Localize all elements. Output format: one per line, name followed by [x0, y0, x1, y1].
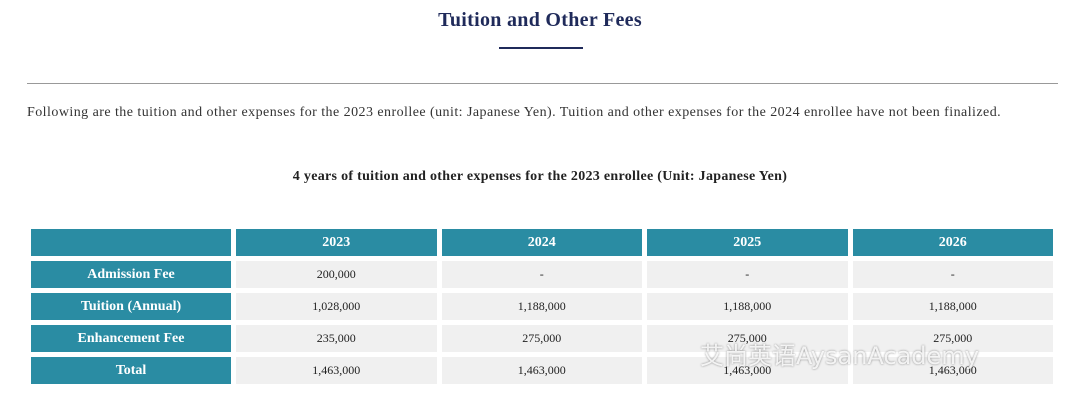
fee-table: 2023 2024 2025 2026 Admission Fee 200,000- - -… [26, 224, 1058, 389]
table-row: Tuition (Annual) 1,028,000 1,188,000 1,188,… [31, 293, 1053, 320]
table-cell: 275,000 [852, 325, 1053, 352]
row-label: Admission Fee [31, 261, 231, 288]
table-cell: - [441, 261, 642, 288]
table-cell: 275,000 [647, 325, 848, 352]
row-label: Total [31, 357, 231, 384]
divider [27, 83, 1058, 84]
table-cell: 1,463,000 [236, 357, 437, 384]
page-title: Tuition and Other Fees [438, 9, 642, 31]
title-underline [499, 47, 583, 49]
table-row: Admission Fee 200,000- - - [31, 261, 1053, 288]
table-cell: 1,463,000 [852, 357, 1053, 384]
row-label: Enhancement Fee [31, 325, 231, 352]
table-cell: 275,000 [441, 325, 642, 352]
table-row: Total 1,463,000 1,463,000 1,463,000 1,463,00… [31, 357, 1053, 384]
table-cell: 1,463,000 [647, 357, 848, 384]
table-row: Enhancement Fee 235,000 275,000 275,000 275,… [31, 325, 1053, 352]
corner-cell [31, 229, 231, 256]
table-cell: 200,000 [236, 261, 437, 288]
intro-text: Following are the tuition and other expe… [27, 105, 1002, 120]
header-row: 2023 2024 2025 2026 [31, 229, 1053, 256]
table-cell: 1,188,000 [647, 293, 848, 320]
column-header: 2025 [647, 229, 848, 256]
table-cell: 1,463,000 [441, 357, 642, 384]
table-cell: 1,188,000 [852, 293, 1053, 320]
column-header: 2026 [852, 229, 1053, 256]
table-cell: 1,028,000 [236, 293, 437, 320]
table-cell: 1,188,000 [441, 293, 642, 320]
column-header: 2024 [441, 229, 642, 256]
table-cell: - [647, 261, 848, 288]
table-caption: 4 years of tuition and other expenses fo… [292, 169, 788, 184]
table-cell: 235,000 [236, 325, 437, 352]
table-cell: - [852, 261, 1053, 288]
column-header: 2023 [236, 229, 437, 256]
row-label: Tuition (Annual) [31, 293, 231, 320]
watermark: 艾尚英语AysanAcademy [700, 342, 979, 370]
